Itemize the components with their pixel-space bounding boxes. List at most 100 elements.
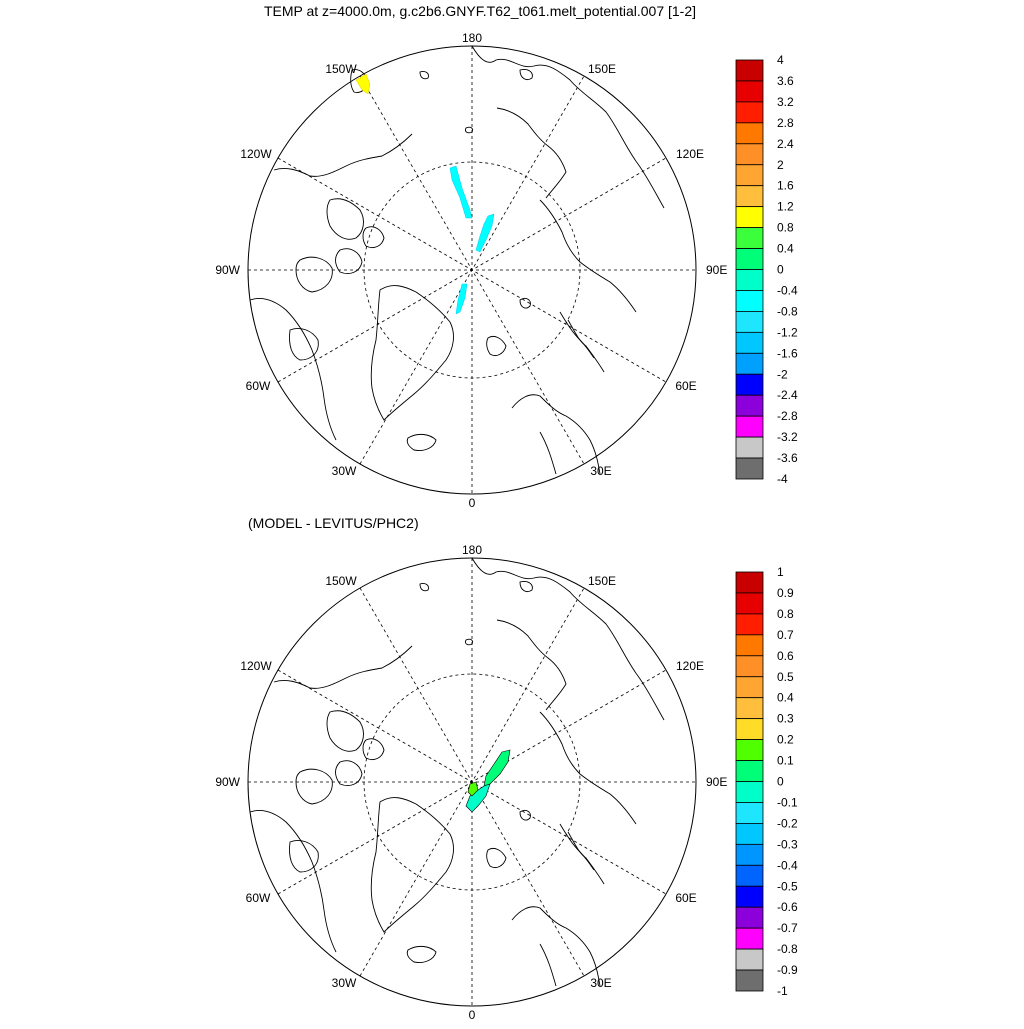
- colorbar-tick-label: 0: [777, 775, 784, 789]
- colorbar-tick-label: -0.3: [777, 837, 798, 851]
- panel-1-patch-cyan-1: [449, 165, 473, 219]
- panel-2-coastlines: [249, 557, 665, 987]
- panel-1: TEMP at z=4000.0m, g.c2b6.GNYF.T62_t061.…: [215, 3, 798, 510]
- colorbar-swatch: [735, 592, 764, 615]
- colorbar-swatch: [735, 101, 764, 124]
- colorbar-tick-label: -0.4: [777, 858, 798, 872]
- panel-1-lon-labels: 180 150E 120E 90E 60E 30E 0 30W 60W 90W …: [215, 31, 727, 510]
- colorbar-swatch: [735, 436, 764, 459]
- colorbar-tick-label: 0.4: [777, 691, 794, 705]
- colorbar-tick-label: -0.8: [777, 942, 798, 956]
- colorbar-swatch: [735, 394, 764, 417]
- colorbar-tick-label: 3.2: [777, 95, 794, 109]
- colorbar-tick-label: -2: [777, 367, 788, 381]
- colorbar-tick-label: -0.8: [777, 304, 798, 318]
- panel-1-lon-label-150e: 150E: [588, 62, 616, 76]
- colorbar-swatch: [735, 571, 764, 594]
- colorbar-swatch: [735, 122, 764, 145]
- panel-1-lon-label-30w: 30W: [332, 464, 357, 478]
- colorbar-tick-label: 4: [777, 53, 784, 67]
- colorbar-swatch: [735, 843, 764, 866]
- colorbar-tick-label: -0.4: [777, 283, 798, 297]
- colorbar-swatch: [735, 906, 764, 929]
- panel-1-lon-label-60e: 60E: [675, 379, 696, 393]
- colorbar-tick-label: 0.5: [777, 670, 794, 684]
- colorbar-swatch: [735, 927, 764, 950]
- colorbar-tick-label: -0.5: [777, 879, 798, 893]
- panel-2-meridians: [248, 558, 696, 1006]
- colorbar-tick-label: -0.9: [777, 963, 798, 977]
- colorbar-tick-label: -4: [777, 472, 788, 486]
- colorbar-swatch: [735, 80, 764, 103]
- colorbar-swatch: [735, 634, 764, 657]
- panel-1-lon-label-120e: 120E: [676, 147, 704, 161]
- panel-1-title: TEMP at z=4000.0m, g.c2b6.GNYF.T62_t061.…: [264, 3, 696, 19]
- panel-2-data-patches: [465, 749, 511, 813]
- colorbar-tick-label: 1.6: [777, 179, 794, 193]
- panel-1-patch-cyan-3: [455, 283, 468, 315]
- colorbar-swatch: [735, 948, 764, 971]
- panel-1-lon-label-60w: 60W: [246, 379, 271, 393]
- colorbar-swatch: [735, 415, 764, 438]
- colorbar-tick-label: 0.1: [777, 754, 794, 768]
- colorbar-tick-label: -0.1: [777, 795, 798, 809]
- colorbar-tick-label: 2: [777, 158, 784, 172]
- colorbar-swatch: [735, 59, 764, 82]
- panel-1-lon-label-0: 0: [469, 496, 476, 510]
- colorbar-tick-label: -0.6: [777, 900, 798, 914]
- panel-1-lon-label-120w: 120W: [240, 147, 272, 161]
- colorbar-swatch: [735, 739, 764, 761]
- panel-2-lon-label-120e: 120E: [676, 659, 704, 673]
- colorbar-tick-label: 1: [777, 565, 784, 579]
- colorbar-tick-label: 0.9: [777, 586, 794, 600]
- colorbar-tick-label: 0.3: [777, 712, 794, 726]
- panel-1-lon-label-30e: 30E: [590, 464, 611, 478]
- panel-1-lon-label-90w: 90W: [215, 263, 240, 277]
- panel-1-patch-yellow: [355, 73, 371, 95]
- colorbar-tick-label: 0.6: [777, 649, 794, 663]
- panel-2-lon-label-150w: 150W: [325, 574, 357, 588]
- colorbar-swatch: [735, 457, 764, 480]
- colorbar-swatch: [735, 248, 764, 270]
- colorbar-swatch: [735, 331, 764, 354]
- panel-2-lon-label-0: 0: [469, 1008, 476, 1022]
- panel-2-lon-label-30w: 30W: [332, 976, 357, 990]
- colorbar-swatch: [735, 969, 764, 992]
- colorbar-swatch: [735, 655, 764, 678]
- panel-1-lon-label-180: 180: [462, 31, 482, 45]
- panel-2-lon-labels: 180 150E 120E 90E 60E 30E 0 30W 60W 90W …: [215, 543, 727, 1022]
- panel-2-lon-label-60e: 60E: [675, 891, 696, 905]
- panel-2: (MODEL - LEVITUS/PHC2): [215, 515, 798, 1022]
- colorbar-tick-label: -1.6: [777, 346, 798, 360]
- panel-2-lon-label-60w: 60W: [246, 891, 271, 905]
- colorbar-tick-label: 0.4: [777, 242, 794, 256]
- panel-2-title: (MODEL - LEVITUS/PHC2): [248, 515, 419, 531]
- panel-1-data-patches: [355, 73, 495, 315]
- colorbar-tick-label: -1.2: [777, 325, 798, 339]
- panel-1-colorbar: 4 3.6 3.2 2.8 2.4 2 1.6 1.2 0.8 0.4 0 -0.4 -0.8 -1.2 -…: [735, 53, 798, 486]
- colorbar-tick-label: 2.8: [777, 116, 794, 130]
- colorbar-swatch: [735, 760, 764, 782]
- colorbar-swatch: [735, 864, 764, 887]
- colorbar-tick-label: 1.2: [777, 200, 794, 214]
- colorbar-tick-label: 0.2: [777, 733, 794, 747]
- colorbar-tick-label: -2.8: [777, 409, 798, 423]
- colorbar-swatch: [735, 290, 764, 312]
- colorbar-tick-label: 0: [777, 263, 784, 277]
- colorbar-swatch: [735, 269, 764, 291]
- colorbar-swatch: [735, 676, 764, 699]
- colorbar-tick-label: -1: [777, 984, 788, 998]
- panel-2-lon-label-90w: 90W: [215, 775, 240, 789]
- colorbar-swatch: [735, 823, 764, 845]
- panel-2-colorbar: 1 0.9 0.8 0.7 0.6 0.5 0.4 0.3 0.2 0.1 0 -0.1 -0.2 -0.…: [735, 565, 798, 998]
- colorbar-tick-label: -2.4: [777, 388, 798, 402]
- colorbar-tick-label: 0.7: [777, 628, 794, 642]
- panel-1-coastlines: [249, 45, 665, 475]
- colorbar-swatch: [735, 185, 764, 208]
- colorbar-swatch: [735, 310, 764, 333]
- panel-1-patch-cyan-2: [475, 213, 495, 253]
- colorbar-tick-label: 2.4: [777, 137, 794, 151]
- colorbar-swatch: [735, 352, 764, 375]
- colorbar-swatch: [735, 781, 764, 803]
